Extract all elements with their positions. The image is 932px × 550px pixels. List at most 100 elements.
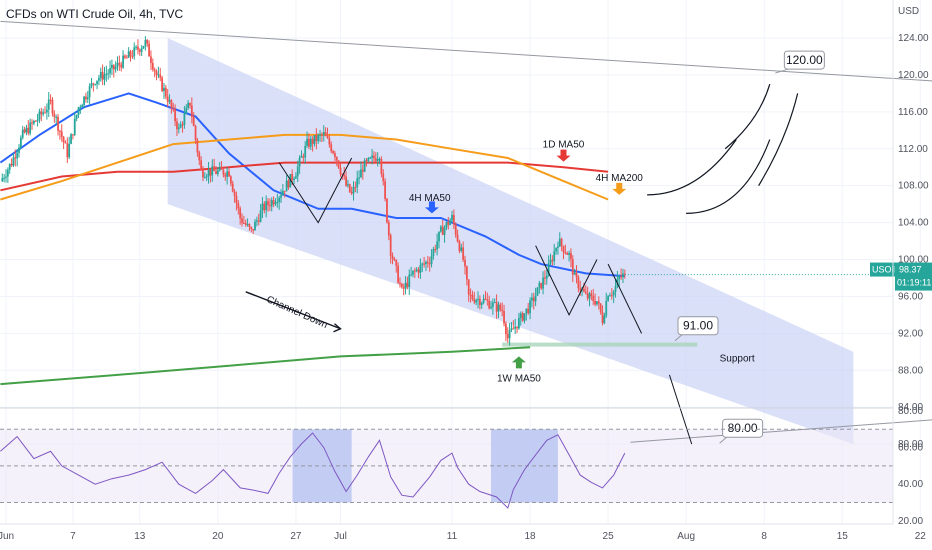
target-callout-91: 91.00 <box>683 319 713 333</box>
candle-body <box>592 295 595 301</box>
candle-body <box>16 152 19 159</box>
candle-body <box>209 169 212 176</box>
candle-body <box>445 222 448 228</box>
x-tick-label: Jun <box>0 531 14 542</box>
candle-body <box>248 224 251 227</box>
symbol-tag: USOIL <box>872 265 899 275</box>
candle-body <box>439 226 442 232</box>
currency-label: USD <box>898 6 919 17</box>
symbol-tag-bg <box>870 262 896 277</box>
candle-body <box>579 288 582 290</box>
callout-box <box>677 316 719 336</box>
candle-body <box>222 169 225 175</box>
support-zone <box>502 342 698 347</box>
candle-body <box>172 107 175 110</box>
candle-body <box>594 300 596 305</box>
candle-body <box>203 177 206 179</box>
candle-body <box>315 135 318 142</box>
candle-body <box>296 166 299 177</box>
candle-body <box>603 315 606 324</box>
candle-body <box>458 241 461 251</box>
x-tick-label: 27 <box>290 531 302 542</box>
last-price-label: 98.37 <box>899 265 922 275</box>
candle-body <box>400 284 403 288</box>
candle-body <box>55 116 58 118</box>
candle-body <box>512 328 515 330</box>
candle-body <box>122 55 124 68</box>
candle-body <box>313 135 316 144</box>
candle-body <box>612 291 615 296</box>
candle-body <box>114 66 117 70</box>
y-tick-label: 108.00 <box>898 181 929 192</box>
candle-body <box>447 222 450 225</box>
candle-body <box>308 138 310 147</box>
candle-body <box>597 301 600 304</box>
candle-body <box>425 261 427 265</box>
candle-body <box>207 169 210 177</box>
candle-body <box>31 122 33 124</box>
label-1d-ma50: 1D MA50 <box>543 140 585 151</box>
candle-body <box>60 131 63 137</box>
y-tick-label: 116.00 <box>898 107 928 118</box>
candle-body <box>246 224 249 226</box>
ma50-1d-line <box>0 161 609 192</box>
arrow-4h-ma50 <box>424 201 439 214</box>
candle-body <box>281 190 284 196</box>
candle-body <box>438 231 440 242</box>
y-tick-label: 100.00 <box>898 255 929 266</box>
x-tick-label: 15 <box>837 531 849 542</box>
candle-body <box>622 273 624 278</box>
last-price-tag-bg <box>895 262 932 291</box>
candle-body <box>133 47 136 57</box>
arrow-1d-ma50 <box>556 149 571 162</box>
callout-pointer <box>719 436 727 444</box>
candle-body <box>263 203 266 211</box>
candle-body <box>302 156 305 158</box>
candle-body <box>124 55 126 58</box>
candle-body <box>328 137 331 145</box>
candle-body <box>348 184 351 193</box>
candle-body <box>142 46 145 49</box>
candle-body <box>239 208 242 219</box>
candle-body <box>531 297 533 301</box>
zigzag-pattern <box>278 157 353 224</box>
candle-body <box>419 264 422 273</box>
candle-body <box>471 294 474 300</box>
candle-body <box>573 272 576 275</box>
candle-body <box>148 43 150 57</box>
candle-body <box>434 248 437 250</box>
candle-body <box>192 116 195 126</box>
candle-body <box>430 255 433 264</box>
y-tick-label: 88.00 <box>898 365 923 376</box>
candle-body <box>77 107 80 115</box>
candle-body <box>421 263 424 265</box>
candle-body <box>118 62 121 65</box>
candle-body <box>588 293 591 299</box>
candle-body <box>36 119 39 122</box>
candle-body <box>153 69 156 72</box>
candle-body <box>506 334 509 339</box>
candle-body <box>14 157 17 159</box>
candle-body <box>386 198 388 223</box>
candle-body <box>568 252 570 255</box>
candle-body <box>131 56 134 58</box>
candle-body <box>451 215 453 221</box>
candle-body <box>29 122 32 134</box>
candle-body <box>551 259 554 262</box>
candle-body <box>395 259 398 266</box>
candle-body <box>176 121 178 130</box>
candle-body <box>107 73 110 75</box>
candle-body <box>384 181 386 199</box>
candle-body <box>571 259 574 275</box>
candle-body <box>304 145 307 158</box>
candle-body <box>413 270 416 272</box>
candle-body <box>88 86 91 98</box>
axes: 124.00 120.00 116.00 112.00 108.00 104.00 100.… <box>0 33 932 542</box>
arrow-1w-ma50 <box>511 356 526 369</box>
candle-body <box>542 277 544 289</box>
candle-body <box>111 64 113 69</box>
candle-body <box>32 120 35 124</box>
candle-body <box>590 293 593 296</box>
